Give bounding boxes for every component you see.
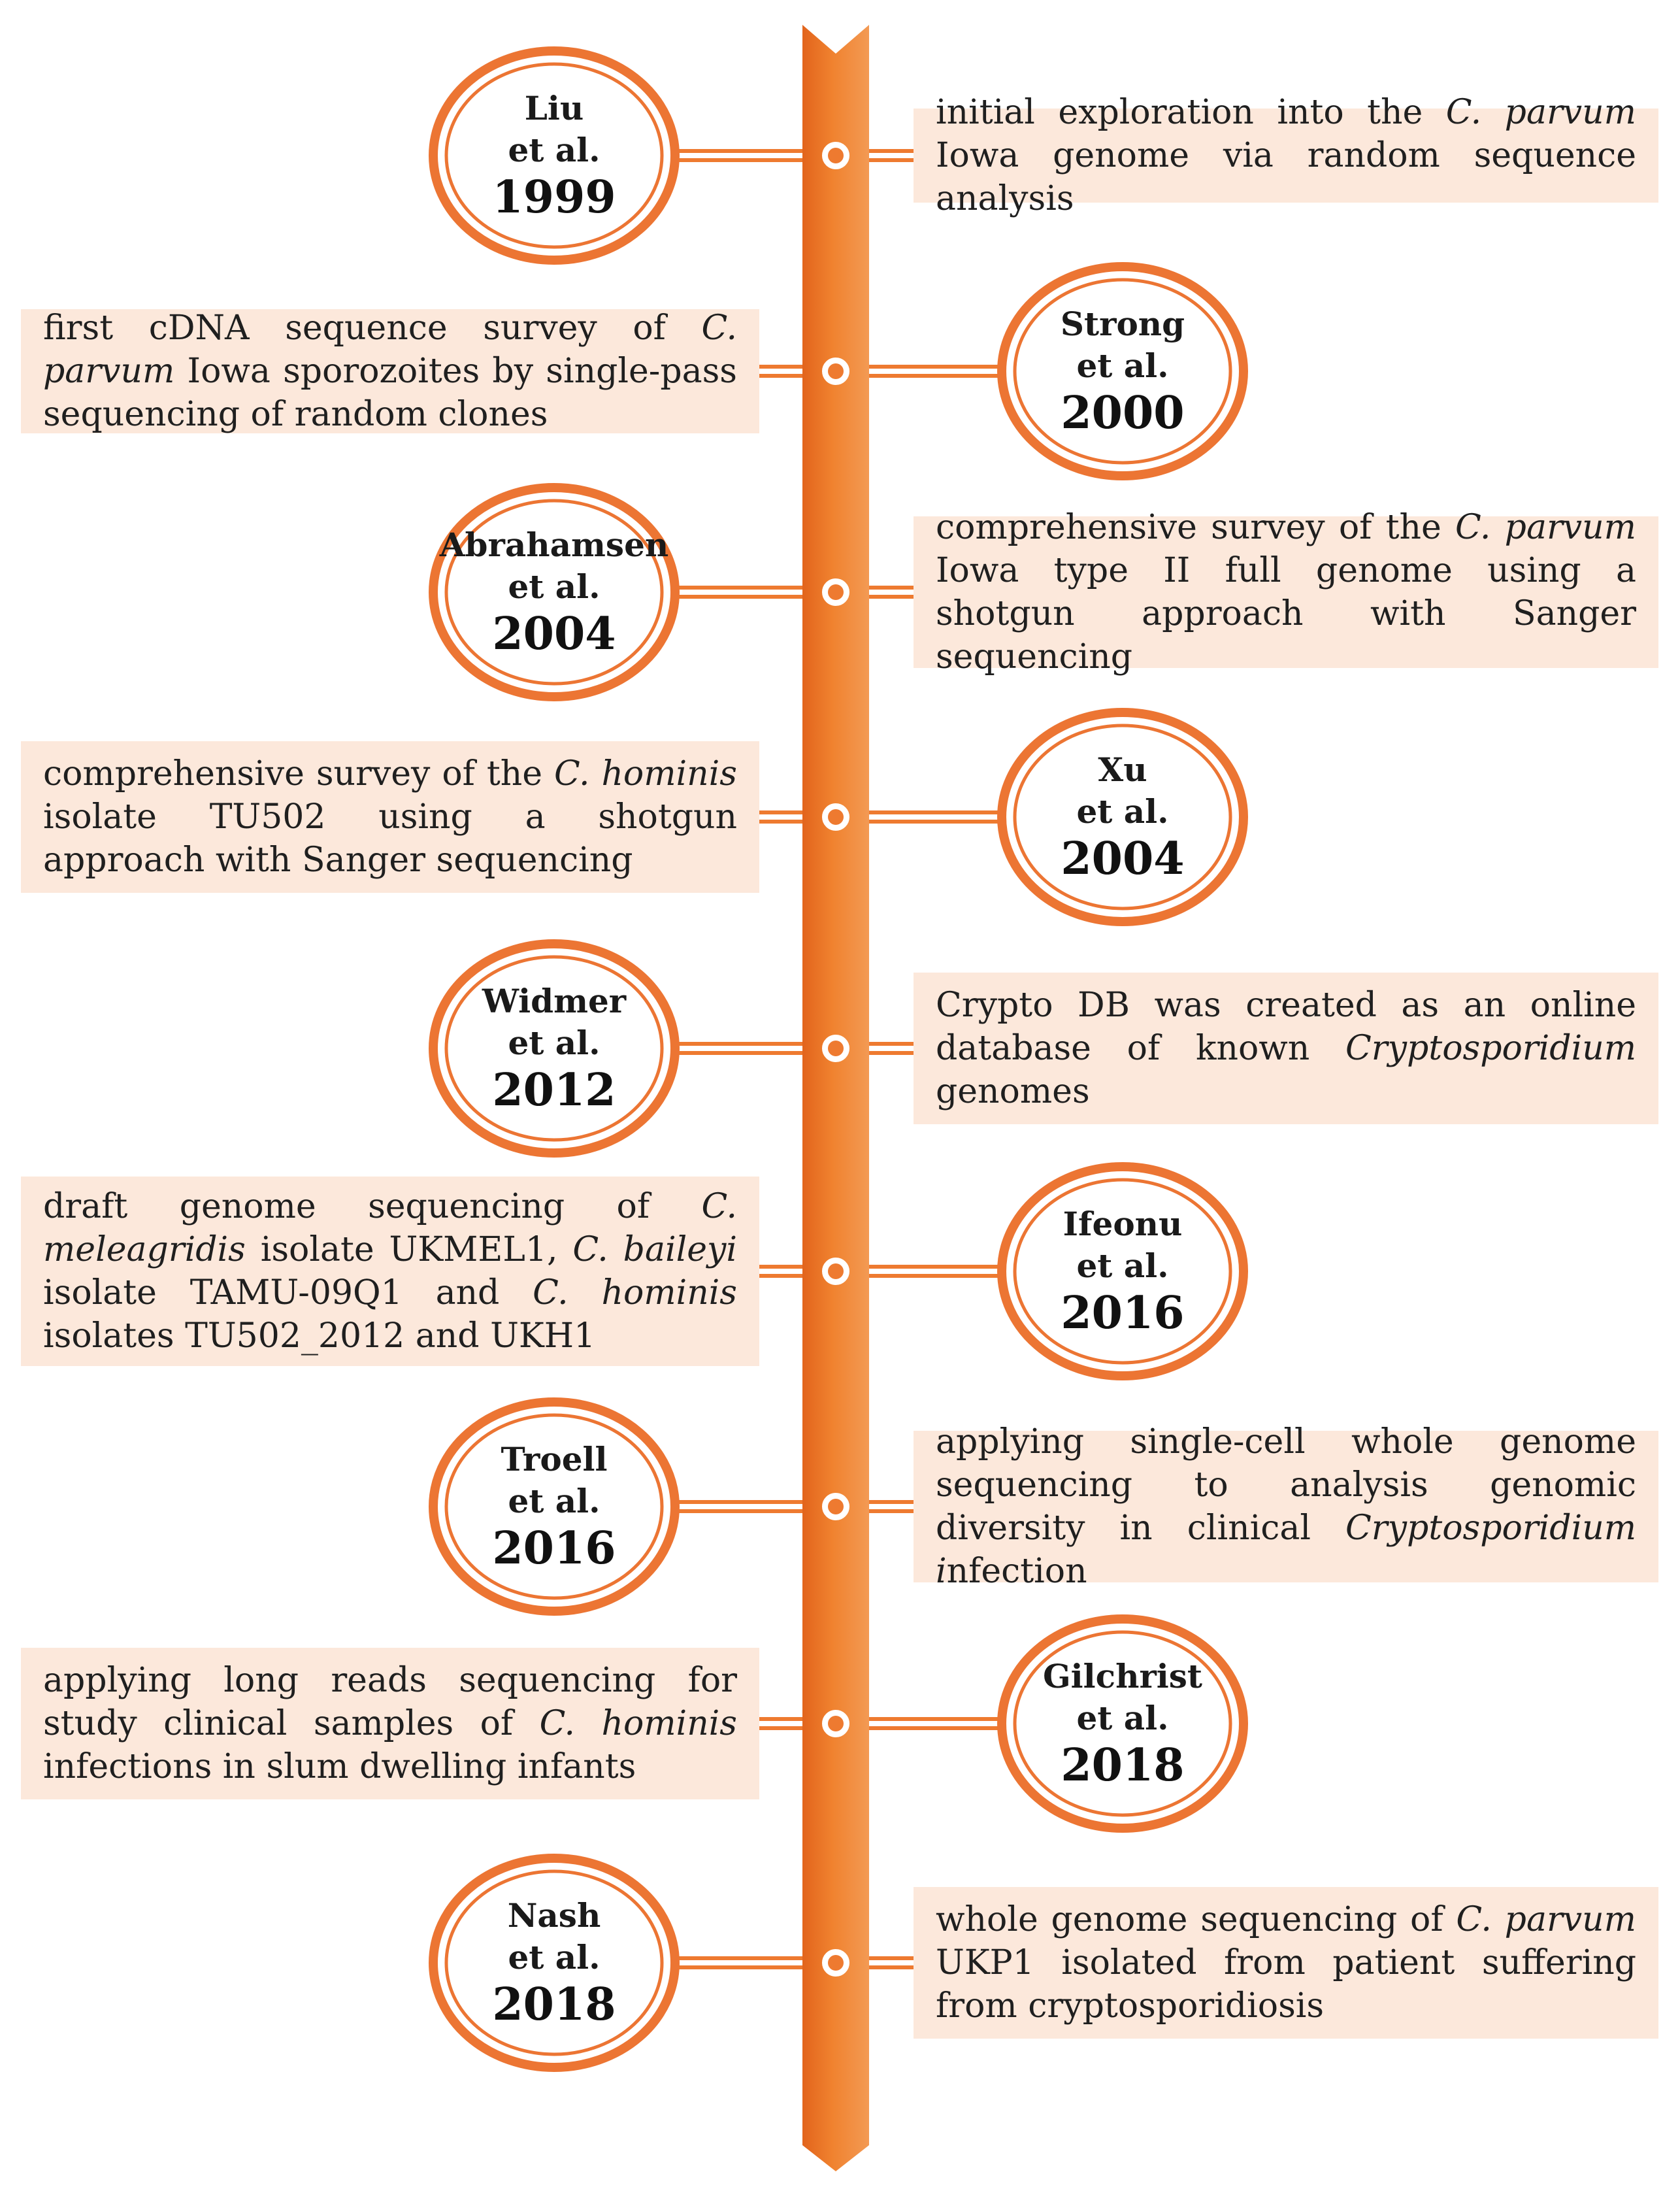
- badge-ring-inner: [444, 499, 664, 686]
- badge-ring-inner: [444, 62, 664, 249]
- badge-year: 2000: [1061, 387, 1185, 439]
- author-badge: Xu et al. 2004: [1012, 722, 1234, 912]
- badge-ring-outer: [429, 1397, 680, 1616]
- badge-year: 2004: [492, 608, 616, 660]
- badge-year: 2018: [1061, 1739, 1185, 1792]
- event-description-text: comprehensive survey of the C. hominis i…: [43, 754, 737, 880]
- author-badge: Troell et al. 2016: [443, 1412, 665, 1601]
- badge-author-name: Abrahamsen: [439, 526, 669, 564]
- event-description-box: first cDNA sequence survey of C. parvum …: [21, 309, 759, 434]
- author-badge: Liu et al. 1999: [443, 61, 665, 250]
- timeline-node-center: [828, 363, 844, 379]
- badge-author-name: Ifeonu: [1062, 1205, 1183, 1243]
- badge-year: 1999: [492, 171, 616, 224]
- event-description-box: comprehensive survey of the C. hominis i…: [21, 741, 759, 893]
- badge-ring-inner: [444, 955, 664, 1142]
- badge-year: 2016: [492, 1522, 616, 1575]
- badge-author-name: Nash: [507, 1896, 601, 1935]
- badge-ring-inner: [1013, 1630, 1232, 1817]
- event-description-box: whole genome sequencing of C. parvum UKP…: [914, 1887, 1658, 2039]
- badge-ring-inner: [444, 1413, 664, 1600]
- event-description-box: comprehensive survey of the C. parvum Io…: [914, 508, 1658, 676]
- event-description-text: initial exploration into the C. parvum I…: [936, 93, 1636, 218]
- badge-year: 2016: [1061, 1287, 1185, 1339]
- badge-author-name: Strong: [1060, 305, 1185, 343]
- author-badge: Gilchrist et al. 2018: [1012, 1629, 1234, 1818]
- badge-author-name: Troell: [501, 1440, 608, 1478]
- badge-ring-outer: [429, 939, 680, 1158]
- timeline-spine: [802, 25, 869, 2171]
- badge-et-al: et al.: [508, 131, 601, 169]
- event-description-text: Crypto DB was created as an online datab…: [936, 986, 1636, 1111]
- rings-layer: [429, 46, 1248, 2072]
- author-badge: Ifeonu et al. 2016: [1012, 1177, 1234, 1366]
- badge-ring-outer: [997, 262, 1248, 480]
- event-description-text: whole genome sequencing of C. parvum UKP…: [936, 1900, 1636, 2026]
- connectors-layer: [675, 149, 1002, 1969]
- event-description-text: comprehensive survey of the C. parvum Io…: [936, 508, 1636, 676]
- timeline-node-center: [828, 809, 844, 825]
- badge-ring-outer: [429, 46, 680, 265]
- event-description-text: draft genome sequencing of C. meleagridi…: [43, 1187, 737, 1356]
- badge-ring-inner: [1013, 1178, 1232, 1365]
- badge-ring-outer: [997, 1614, 1248, 1833]
- badge-et-al: et al.: [1076, 1246, 1169, 1285]
- badge-et-al: et al.: [1076, 1699, 1169, 1737]
- badge-ring-outer: [429, 483, 680, 701]
- timeline-node-center: [828, 1716, 844, 1731]
- badge-ring-outer: [997, 1162, 1248, 1380]
- event-description-box: draft genome sequencing of C. meleagridi…: [21, 1177, 759, 1366]
- badge-et-al: et al.: [508, 1938, 601, 1977]
- author-badge: Widmer et al. 2012: [443, 954, 665, 1143]
- badge-author-name: Gilchrist: [1042, 1657, 1203, 1695]
- badge-et-al: et al.: [508, 567, 601, 606]
- event-description-text: applying long reads sequencing for study…: [43, 1661, 737, 1786]
- badge-author-name: Widmer: [482, 982, 627, 1020]
- badge-year: 2012: [492, 1064, 616, 1116]
- badge-year: 2004: [1061, 833, 1185, 885]
- timeline-node-center: [828, 1041, 844, 1056]
- badge-ring-inner: [444, 1869, 664, 2056]
- badge-ring-outer: [997, 708, 1248, 926]
- timeline-node-center: [828, 1499, 844, 1514]
- event-description-box: applying single-cell whole genome sequen…: [914, 1422, 1658, 1591]
- event-description-text: first cDNA sequence survey of C. parvum …: [43, 309, 737, 434]
- badge-et-al: et al.: [508, 1024, 601, 1062]
- badge-et-al: et al.: [508, 1482, 601, 1520]
- badge-author-name: Xu: [1098, 750, 1147, 789]
- badge-et-al: et al.: [1076, 792, 1169, 831]
- badge-et-al: et al.: [1076, 346, 1169, 385]
- badge-ring-outer: [429, 1854, 680, 2072]
- timeline-node-center: [828, 584, 844, 600]
- badge-year: 2018: [492, 1978, 616, 2031]
- event-description-box: initial exploration into the C. parvum I…: [914, 93, 1658, 218]
- timeline-node-center: [828, 1263, 844, 1279]
- timeline-node-center: [828, 148, 844, 163]
- author-badge: Strong et al. 2000: [1012, 276, 1234, 466]
- nodes-layer: [822, 142, 849, 1977]
- event-description-box: applying long reads sequencing for study…: [21, 1648, 759, 1799]
- badge-author-name: Liu: [524, 89, 584, 127]
- timeline-node-center: [828, 1955, 844, 1971]
- badge-ring-inner: [1013, 278, 1232, 465]
- event-description-text: applying single-cell whole genome sequen…: [936, 1422, 1636, 1591]
- event-description-box: Crypto DB was created as an online datab…: [914, 973, 1658, 1124]
- author-badge: Nash et al. 2018: [443, 1868, 665, 2058]
- author-badge: Abrahamsen et al. 2004: [439, 497, 669, 687]
- badge-ring-inner: [1013, 724, 1232, 910]
